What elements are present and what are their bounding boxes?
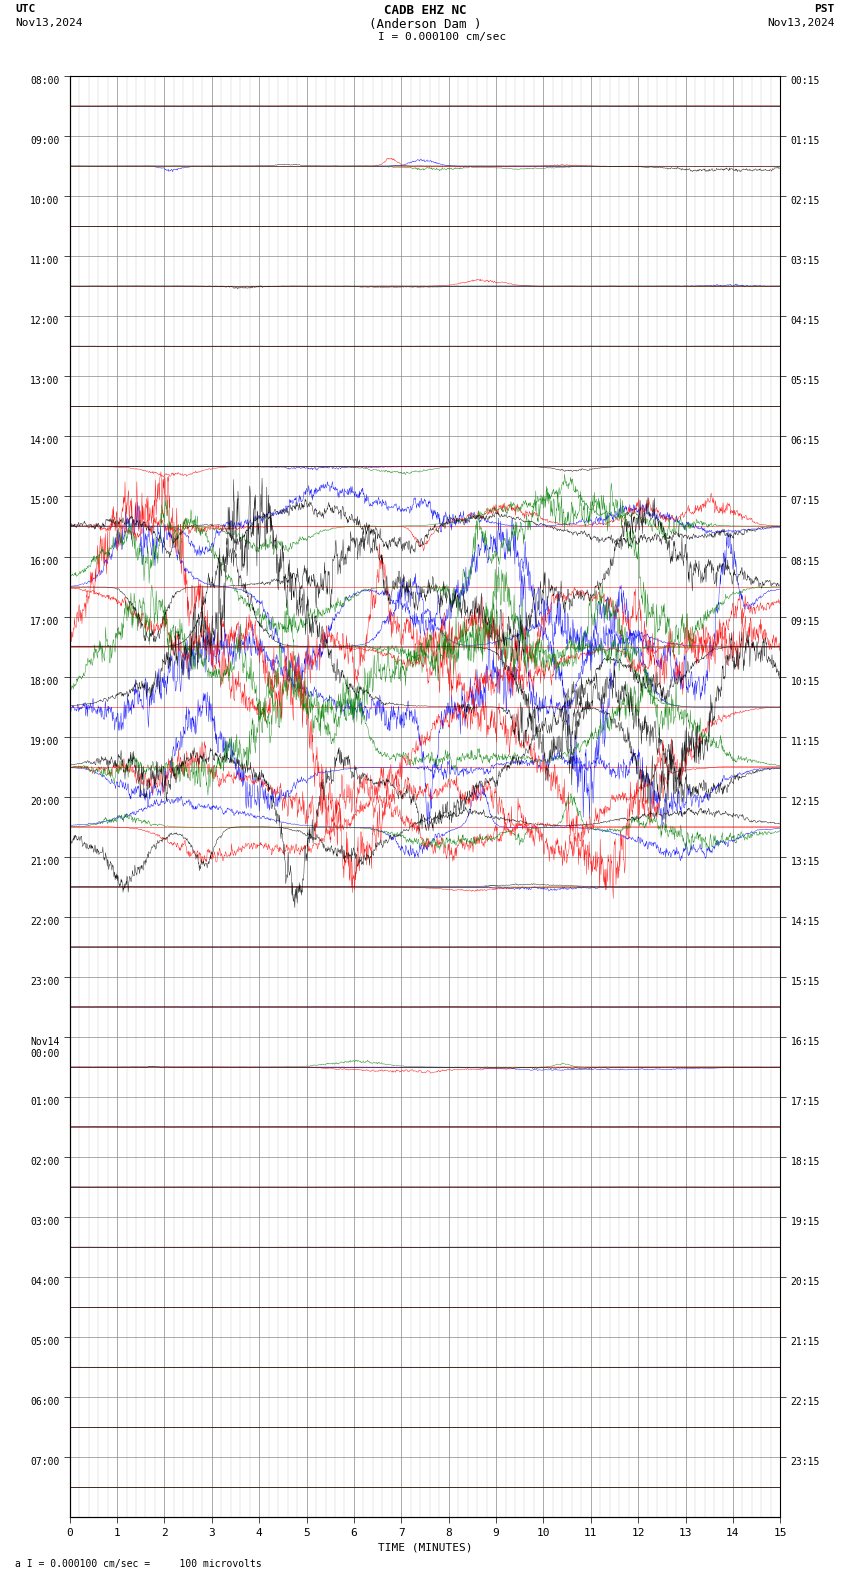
Text: Nov13,2024: Nov13,2024 xyxy=(768,17,835,29)
Text: PST: PST xyxy=(814,3,835,14)
Text: I = 0.000100 cm/sec: I = 0.000100 cm/sec xyxy=(378,32,507,43)
Text: UTC: UTC xyxy=(15,3,36,14)
X-axis label: TIME (MINUTES): TIME (MINUTES) xyxy=(377,1543,473,1552)
Text: Nov13,2024: Nov13,2024 xyxy=(15,17,82,29)
Text: a I = 0.000100 cm/sec =     100 microvolts: a I = 0.000100 cm/sec = 100 microvolts xyxy=(15,1559,262,1568)
Text: CADB EHZ NC: CADB EHZ NC xyxy=(383,3,467,17)
Text: (Anderson Dam ): (Anderson Dam ) xyxy=(369,17,481,32)
